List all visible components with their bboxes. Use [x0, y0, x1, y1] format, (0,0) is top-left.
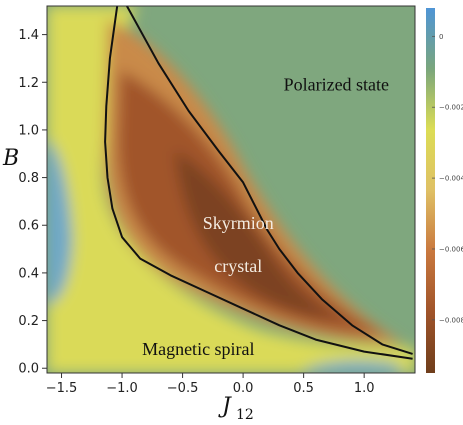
y-axis: 0.0 0.2 0.4 0.6 0.8 1.0 1.2 1.4 — [18, 28, 47, 377]
x-axis-title: J 12 — [218, 394, 254, 423]
region-labels: Polarized state Skyrmion crystal Magnetic s… — [142, 75, 389, 360]
phase-boundary-line — [126, 6, 413, 355]
region-label: Polarized state — [284, 75, 389, 95]
y-tick-label: 0.0 — [18, 362, 39, 377]
x-tick-label: −1.0 — [106, 381, 138, 396]
region-label: Magnetic spiral — [142, 339, 254, 359]
y-tick-label: 0.2 — [18, 314, 39, 329]
x-axis: −1.5 −1.0 −0.5 0.0 0.5 1.0 — [46, 373, 375, 396]
heatmap-field — [47, 6, 415, 373]
blue-patch-left — [47, 140, 72, 305]
svg-text:J: J — [218, 394, 232, 419]
region-label: Skyrmion — [203, 213, 274, 233]
x-tick-label: 0.5 — [293, 381, 314, 396]
phase-boundaries — [104, 6, 413, 360]
svg-text:12: 12 — [236, 407, 254, 423]
x-tick-label: 0.0 — [233, 381, 254, 396]
x-tick-label: −1.5 — [46, 381, 78, 396]
colorbar-ticks: 0 −0.002 −0.004 −0.006 −0.008 — [432, 33, 463, 324]
colorbar: 0 −0.002 −0.004 −0.006 −0.008 — [426, 8, 463, 373]
skyrmion-core-brown — [117, 70, 385, 335]
y-tick-label: 1.0 — [18, 123, 39, 138]
colorbar-tick-label: −0.006 — [439, 245, 463, 253]
skyrmion-deep-core — [175, 150, 345, 320]
colorbar-tick-label: −0.008 — [439, 316, 463, 324]
y-tick-label: 1.2 — [18, 76, 39, 91]
x-tick-label: 1.0 — [354, 381, 375, 396]
y-tick-label: 0.4 — [18, 266, 39, 281]
x-tick-label: −0.5 — [167, 381, 199, 396]
y-axis-title: B — [2, 146, 19, 171]
y-tick-label: 1.4 — [18, 28, 39, 43]
colorbar-tick-label: −0.004 — [439, 175, 463, 183]
colorbar-ramp — [426, 8, 435, 373]
y-tick-label: 0.8 — [18, 171, 39, 186]
colorbar-tick-label: 0 — [439, 33, 443, 41]
phase-boundary-line — [104, 6, 413, 360]
blue-patch-bottom — [300, 361, 400, 373]
spiral-yellow-band — [47, 6, 415, 373]
colorbar-tick-label: −0.002 — [439, 104, 463, 112]
plot-frame — [46, 5, 416, 374]
y-tick-label: 0.6 — [18, 219, 39, 234]
region-label: crystal — [214, 256, 262, 276]
